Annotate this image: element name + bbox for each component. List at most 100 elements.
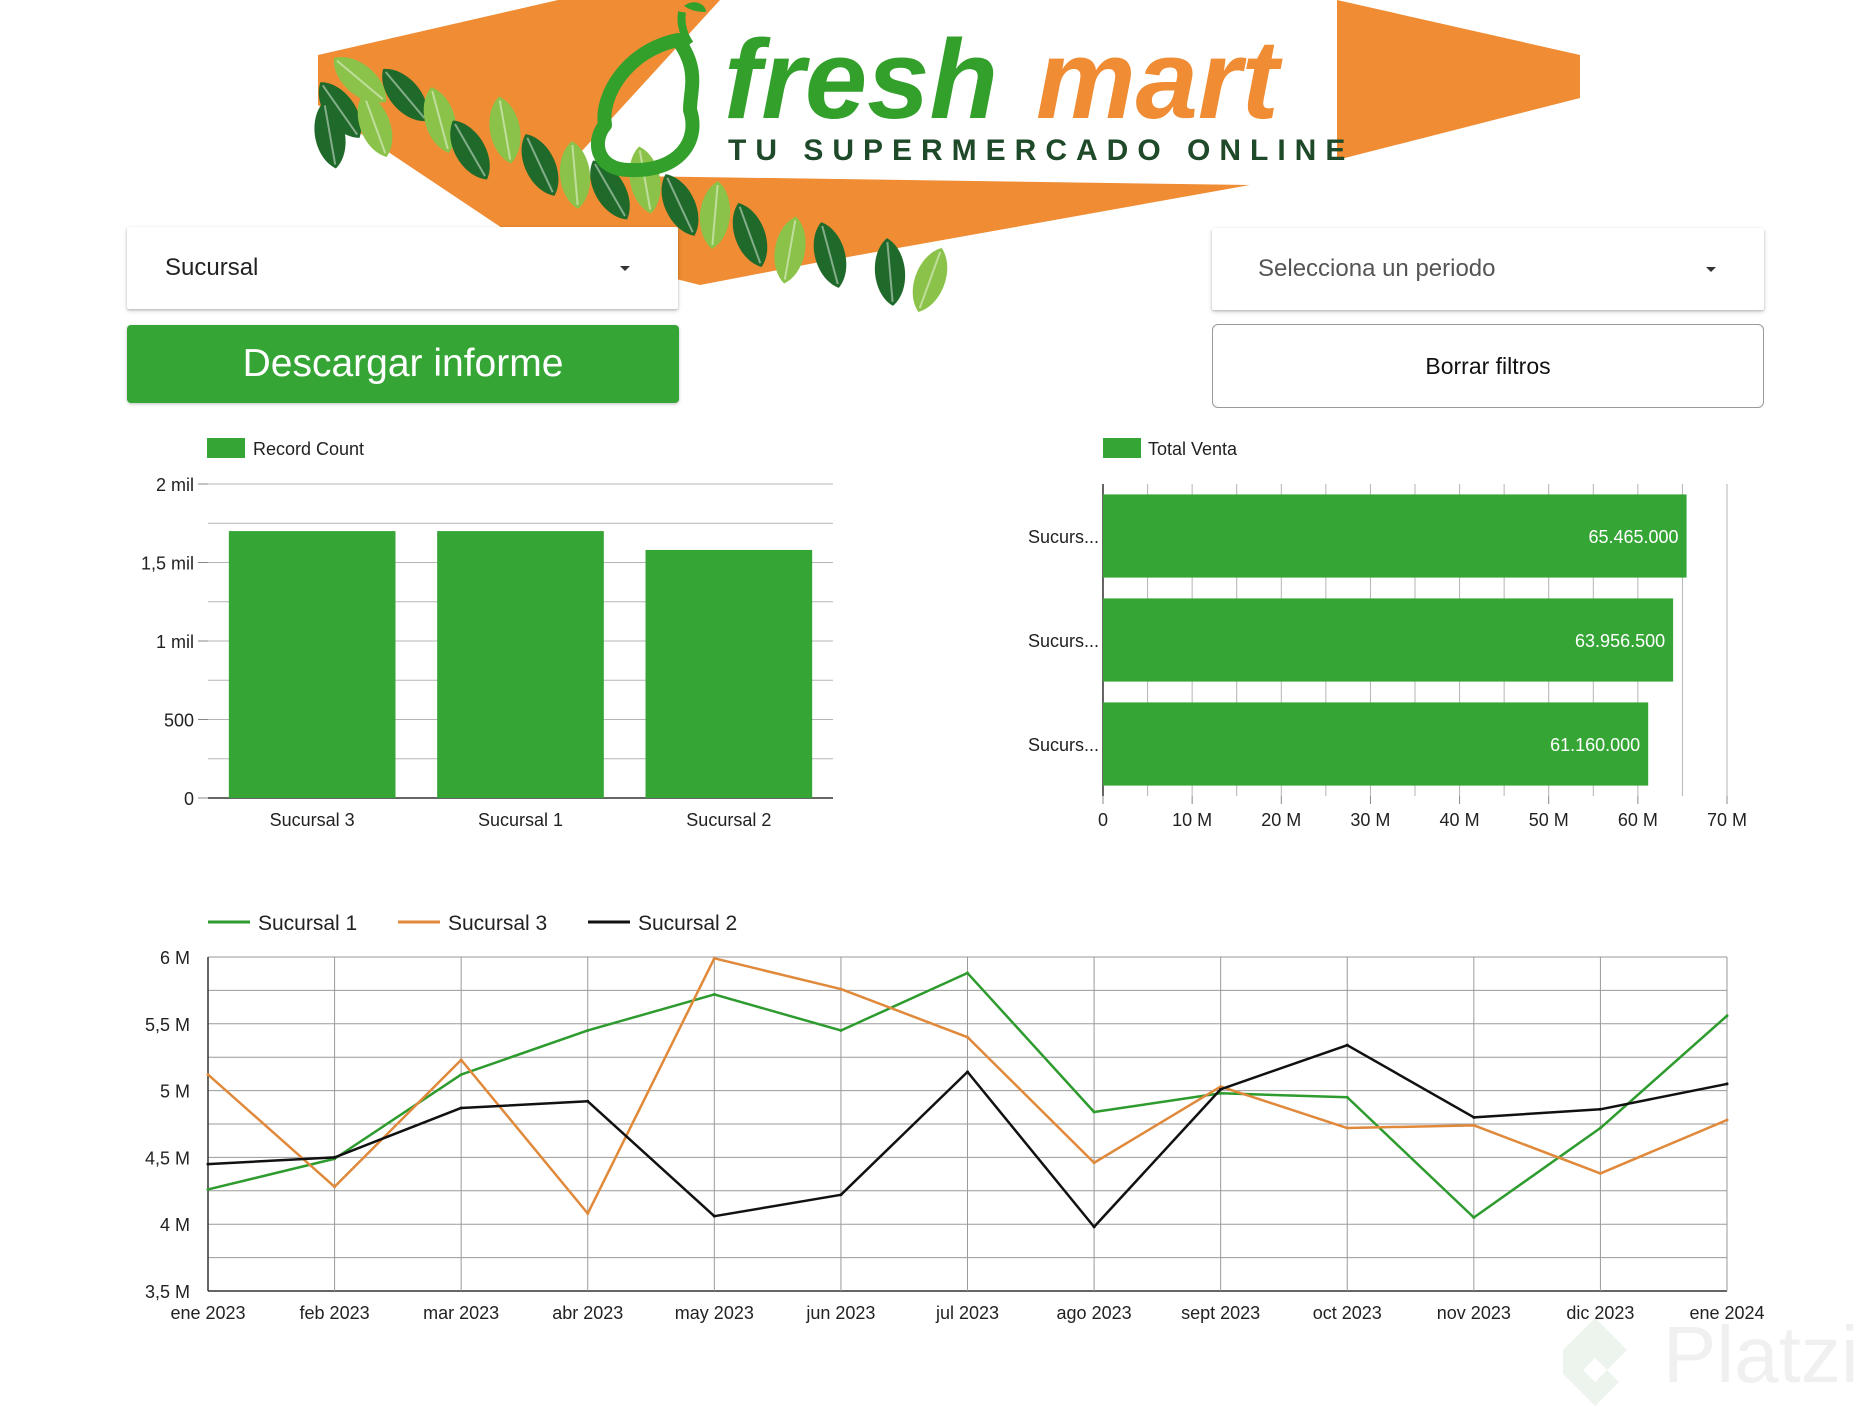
leaf-vein	[821, 225, 839, 285]
x-tick-label: nov 2023	[1437, 1303, 1511, 1323]
series-point	[1598, 1171, 1602, 1175]
legend-label: Record Count	[253, 439, 364, 459]
series-point	[1598, 1126, 1602, 1130]
leaf-icon	[450, 120, 490, 180]
leaf-vein	[431, 90, 449, 150]
y-tick-label: 5,5 M	[145, 1015, 190, 1035]
x-tick-label: Sucursal 2	[686, 810, 771, 830]
series-point	[586, 1028, 590, 1032]
leaf-vein	[526, 137, 554, 193]
leaf-vein	[363, 96, 387, 154]
leaf-vein	[638, 150, 652, 210]
bar	[1103, 702, 1649, 786]
series-point	[1219, 1085, 1223, 1089]
period-dropdown-label: Selecciona un periodo	[1258, 255, 1496, 282]
leaf-icon	[314, 101, 346, 169]
x-tick-label: jul 2023	[935, 1303, 999, 1323]
x-tick-label: 30 M	[1350, 810, 1390, 830]
series-point	[206, 1162, 210, 1166]
leaf-vein	[571, 145, 579, 205]
leaf-vein	[323, 105, 337, 165]
series-point	[966, 1070, 969, 1074]
brand-mart: mart	[1036, 17, 1283, 142]
series-point	[1472, 1216, 1476, 1220]
bar-value-label: 65.465.000	[1588, 527, 1678, 547]
pear-icon	[591, 2, 706, 178]
x-tick-label: ene 2024	[1689, 1303, 1764, 1323]
x-tick-label: 10 M	[1172, 810, 1212, 830]
series-point	[459, 1058, 463, 1062]
legend-label: Total Venta	[1148, 439, 1238, 459]
caret-down-icon	[1706, 266, 1716, 272]
leaf-icon	[874, 238, 906, 306]
period-dropdown[interactable]: Selecciona un periodo	[1212, 228, 1764, 310]
leaf-vein	[594, 163, 626, 217]
x-tick-label: 40 M	[1440, 810, 1480, 830]
series-point	[333, 1155, 337, 1159]
series-point	[586, 1212, 590, 1216]
freshmart-logo: fresh mart TU SUPERMERCADO ONLINE	[314, 0, 1580, 312]
legend-label: Sucursal 2	[638, 912, 737, 935]
leaf-vein	[384, 71, 426, 119]
series-point	[712, 956, 716, 960]
y-tick-label: 4,5 M	[145, 1148, 190, 1168]
series-point	[206, 1073, 210, 1077]
bar	[437, 531, 604, 798]
leaf-icon	[590, 160, 630, 220]
y-tick-label: Sucurs...	[1028, 631, 1099, 651]
bar-value-label: 63.956.500	[1575, 631, 1665, 651]
x-tick-label: 70 M	[1707, 810, 1747, 830]
watermark-text: Platzi	[1663, 1310, 1859, 1399]
series-point	[1092, 1161, 1096, 1165]
caret-down-icon	[620, 265, 630, 271]
series-point	[1092, 1225, 1096, 1229]
leaf-icon	[423, 87, 457, 153]
leaf-vein	[738, 206, 762, 264]
x-tick-label: ene 2023	[170, 1303, 245, 1323]
series-point	[1725, 1118, 1729, 1122]
x-tick-label: may 2023	[675, 1303, 754, 1323]
legend-label: Sucursal 1	[258, 912, 357, 935]
leaf-icon	[774, 216, 806, 284]
x-tick-label: 20 M	[1261, 810, 1301, 830]
y-tick-label: 6 M	[160, 948, 190, 968]
leaf-icon	[318, 82, 362, 138]
series-point	[459, 1073, 463, 1077]
leaf-vein	[711, 185, 719, 245]
legend-label: Sucursal 3	[448, 912, 547, 935]
x-tick-label: sept 2023	[1181, 1303, 1260, 1323]
leaf-vein	[783, 220, 797, 280]
brand-fresh: fresh	[724, 17, 998, 142]
series-point	[1345, 1095, 1349, 1099]
bar	[645, 549, 813, 798]
leaf-icon	[333, 57, 387, 103]
leaf-icon	[699, 181, 731, 249]
series-point	[333, 1185, 337, 1189]
clear-filters-button[interactable]: Borrar filtros	[1212, 324, 1764, 408]
x-tick-label: ago 2023	[1057, 1303, 1132, 1323]
platzi-watermark: Platzi	[1563, 1310, 1859, 1406]
leaf-icon	[489, 96, 521, 164]
y-tick-label: 4 M	[160, 1215, 190, 1235]
bar	[1103, 494, 1687, 578]
leaf-icon	[912, 248, 948, 312]
x-tick-label: 50 M	[1529, 810, 1569, 830]
leaf-vein	[918, 251, 942, 309]
series-point	[1725, 1014, 1729, 1018]
y-tick-label: 2 mil	[156, 475, 194, 495]
series-point	[1598, 1107, 1602, 1111]
y-tick-label: 1 mil	[156, 632, 194, 652]
leaf-icon	[382, 68, 428, 122]
leaf-icon	[521, 134, 559, 196]
x-tick-label: mar 2023	[423, 1303, 499, 1323]
download-report-label: Descargar informe	[242, 342, 564, 385]
series-point	[1092, 1110, 1096, 1114]
leaf-vein	[336, 59, 384, 101]
x-tick-label: 0	[1098, 810, 1108, 830]
sucursal-dropdown[interactable]: Sucursal	[127, 227, 678, 309]
x-tick-label: oct 2023	[1313, 1303, 1382, 1323]
platzi-logo-icon	[1563, 1318, 1627, 1406]
download-report-button[interactable]: Descargar informe	[127, 325, 679, 403]
